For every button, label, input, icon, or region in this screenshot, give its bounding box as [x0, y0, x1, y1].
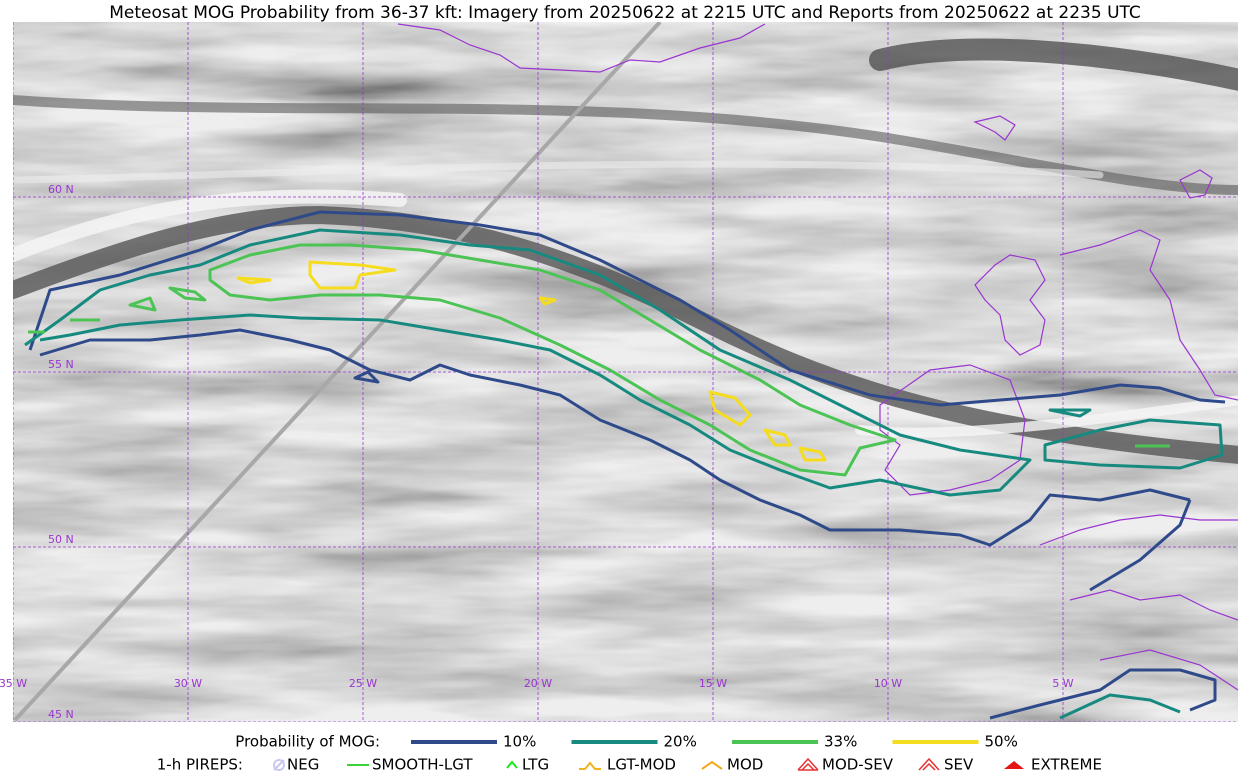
graticule: [13, 22, 1238, 722]
legend-label: LTG: [522, 756, 549, 774]
contour-33: [28, 243, 1170, 477]
icon-part: [801, 762, 815, 771]
legend-label: 50%: [985, 733, 1018, 751]
legend-label: SEV: [944, 756, 974, 774]
legend-title: Probability of MOG:: [235, 733, 380, 751]
legend-title: 1-h PIREPS:: [157, 756, 243, 774]
longitude-label: 30 W: [174, 677, 202, 690]
longitude-label: 20 W: [524, 677, 552, 690]
legend-label: LGT-MOD: [607, 756, 676, 774]
legend-icon: [797, 757, 819, 771]
latitude-label: 45 N: [48, 708, 74, 721]
map: [13, 22, 1238, 722]
icon-part: [273, 759, 285, 771]
longitude-label: 15 W: [699, 677, 727, 690]
legend-icon: [701, 760, 723, 770]
legend-icon: [1004, 761, 1024, 769]
icon-part: [579, 761, 601, 770]
geo-labels: 60 N 55 N 50 N 45 N 35 W 30 W 25 W 20 W 15 W 10 W…: [0, 183, 1074, 721]
icon-part: [506, 760, 518, 769]
legend-label: 20%: [664, 733, 697, 751]
legend-label: MOD-SEV: [822, 756, 894, 774]
contour-10: [28, 210, 1226, 720]
contour-50: [236, 260, 827, 462]
legend-label: EXTREME: [1031, 756, 1102, 774]
contour-20: [24, 228, 1224, 720]
legend-label: 33%: [824, 733, 857, 751]
longitude-label: 35 W: [0, 677, 27, 690]
legend-icon: [579, 761, 601, 770]
icon-part: [701, 760, 723, 770]
coastlines: [397, 23, 1238, 691]
legend-label: 10%: [503, 733, 536, 751]
title: Meteosat MOG Probability from 36-37 kft:…: [109, 3, 1141, 23]
latitude-label: 60 N: [48, 183, 74, 196]
latitude-label: 55 N: [48, 358, 74, 371]
icon-part: [1004, 761, 1024, 769]
longitude-label: 25 W: [349, 677, 377, 690]
legend-label: SMOOTH-LGT: [372, 756, 473, 774]
legend-icon: [506, 760, 518, 769]
icon-part: [922, 762, 936, 771]
legend: Probability of MOG: 10% 20% 33% 50% 1-h PIR…: [157, 733, 1102, 774]
legend-icon: [273, 759, 285, 771]
latitude-label: 50 N: [48, 533, 74, 546]
icon-part: [273, 759, 285, 771]
legend-icon: [918, 757, 940, 771]
satellite-track: [13, 22, 662, 722]
mog-contours: [24, 210, 1226, 720]
icon-part: [797, 757, 819, 771]
longitude-label: 10 W: [874, 677, 902, 690]
icon-part: [918, 757, 940, 771]
legend-label: NEG: [287, 756, 319, 774]
legend-label: MOD: [727, 756, 763, 774]
longitude-label: 5 W: [1052, 677, 1073, 690]
